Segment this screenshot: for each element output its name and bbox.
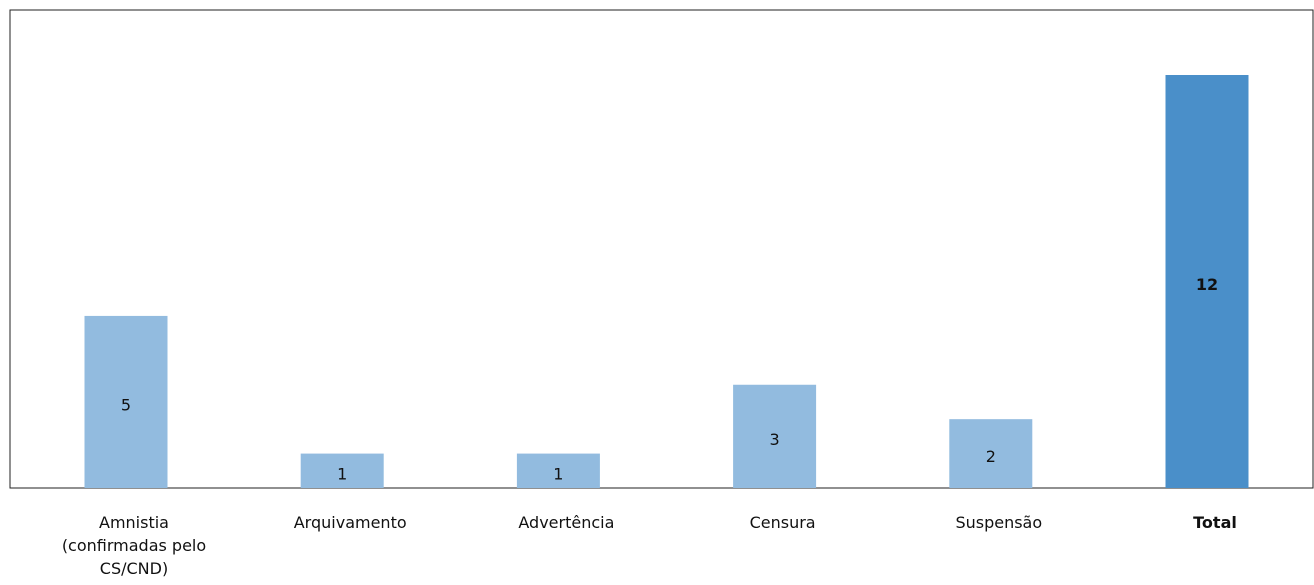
bar [300, 453, 384, 488]
x-tick-label: Total [1193, 513, 1237, 532]
x-tick-label: Suspensão [955, 513, 1043, 532]
bar [84, 315, 168, 488]
bar [516, 453, 600, 488]
x-tick-label: Arquivamento [293, 513, 407, 532]
data-label: 12 [1196, 275, 1218, 294]
data-label: 1 [337, 464, 347, 483]
data-label: 5 [121, 395, 131, 414]
x-tick-label: Censura [749, 513, 816, 532]
plot-frame [9, 9, 1314, 489]
bar [1165, 75, 1249, 488]
data-label: 2 [986, 447, 996, 466]
bar [733, 384, 817, 488]
x-tick-label: Amnistia (confirmadas pelo CS/CND) [61, 513, 207, 578]
x-tick-label: Advertência [518, 513, 615, 532]
data-label: 1 [553, 464, 563, 483]
bar [949, 419, 1033, 488]
data-label: 3 [770, 430, 780, 449]
